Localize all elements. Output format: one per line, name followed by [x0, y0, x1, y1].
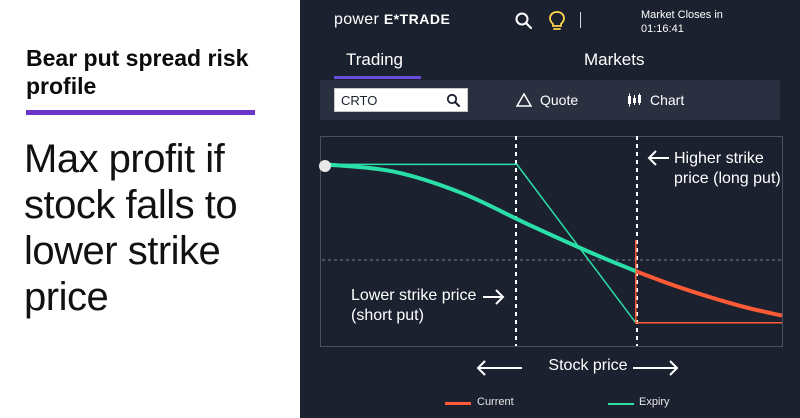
tab-markets[interactable]: Markets: [584, 50, 645, 69]
start-marker: [319, 160, 331, 172]
tab-trading[interactable]: Trading: [346, 50, 404, 69]
active-tab-indicator: [334, 76, 421, 79]
current-line-profit: [324, 162, 636, 274]
market-closes-time: 01:16:41: [641, 23, 684, 35]
toolbar: CRTO Quote Chart: [320, 80, 780, 120]
expiry-loss-segment: [635, 240, 782, 324]
triangle-icon: [516, 93, 532, 107]
higher-strike-arrow: [647, 150, 669, 166]
symbol-search-input[interactable]: CRTO: [334, 88, 468, 112]
search-icon[interactable]: [514, 11, 534, 31]
chart-label: Chart: [650, 92, 685, 108]
risk-profile-chart: [319, 136, 783, 376]
market-closes: Market Closes in 01:16:41: [641, 8, 751, 36]
symbol-search-value: CRTO: [341, 93, 378, 108]
legend-expiry-swatch: [608, 403, 634, 405]
logo-prefix: power: [334, 11, 384, 28]
legend-current-swatch: [445, 402, 471, 405]
lower-strike-arrow: [483, 289, 505, 305]
higher-strike-label: Higher strike price (long put): [674, 150, 781, 187]
chart-button[interactable]: Chart: [626, 92, 684, 108]
title-underline: [26, 110, 255, 115]
tab-bar: Trading Markets: [300, 46, 800, 80]
divider: [580, 12, 581, 28]
chart-legend: Current Expiry: [300, 396, 800, 412]
risk-chart-frame: [320, 136, 783, 347]
slide-body: Max profit if stock falls to lower strik…: [24, 137, 238, 319]
top-bar: power E*TRADE Market Closes in 01:16:41: [300, 0, 800, 42]
candlestick-icon: [628, 93, 641, 107]
quote-button[interactable]: Quote: [516, 92, 578, 108]
logo-brand: E*TRADE: [383, 11, 451, 27]
app-window: power E*TRADE Market Closes in 01:16:41 …: [300, 0, 800, 418]
lower-strike-label: Lower strike price (short put): [351, 287, 477, 324]
logo: power E*TRADE: [334, 11, 450, 29]
slide-title: Bear put spread risk profile: [26, 45, 249, 99]
search-icon[interactable]: [446, 93, 461, 108]
legend-expiry-label: Expiry: [639, 396, 670, 408]
slide-panel: Bear put spread risk profile Max profit …: [0, 0, 300, 418]
market-closes-label: Market Closes in: [641, 9, 723, 21]
lightbulb-icon[interactable]: [548, 10, 566, 32]
x-axis-label: Stock price: [548, 357, 628, 374]
quote-label: Quote: [540, 92, 579, 108]
legend-current-label: Current: [477, 396, 514, 408]
x-axis-arrows: [476, 360, 679, 376]
current-line-loss: [635, 269, 783, 318]
